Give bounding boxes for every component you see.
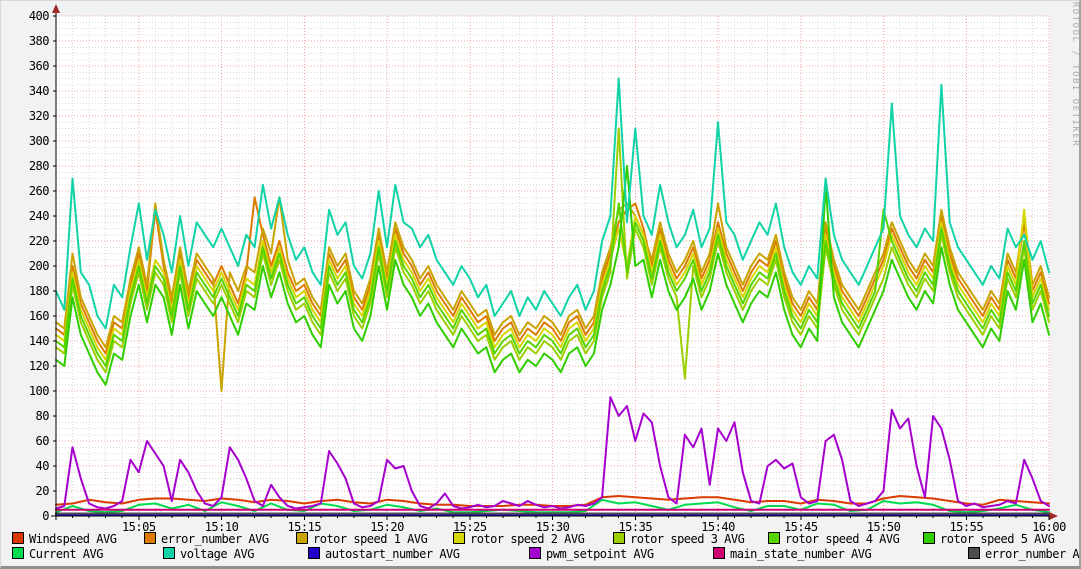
legend-label: error_number AVG [985, 547, 1080, 561]
legend-label: autostart_number AVG [325, 547, 460, 561]
y-axis-label: 260 [29, 184, 49, 198]
legend-item: rotor speed 4 AVG [768, 532, 900, 546]
legend-item: error_number AVG [144, 532, 269, 546]
y-axis-label: 180 [29, 284, 49, 298]
y-axis-label: 320 [29, 109, 49, 123]
legend-label: rotor speed 2 AVG [470, 532, 585, 546]
y-axis-label: 120 [29, 359, 49, 373]
legend-label: error_number AVG [161, 532, 269, 546]
legend-item: rotor speed 3 AVG [613, 532, 745, 546]
legend-item: Windspeed AVG [12, 532, 117, 546]
series-current [55, 498, 1050, 514]
legend-swatch [163, 547, 175, 559]
x-axis-arrow [1049, 512, 1058, 520]
y-axis-label: 240 [29, 209, 49, 223]
y-axis-label: 360 [29, 59, 49, 73]
legend-item: main_state_number AVG [713, 547, 872, 561]
legend-swatch [713, 547, 725, 559]
y-axis-label: 80 [36, 409, 50, 423]
legend-label: rotor speed 4 AVG [785, 532, 900, 546]
x-axis-label: 15:30 [536, 520, 570, 534]
legend-label: rotor speed 3 AVG [630, 532, 745, 546]
y-axis-label: 140 [29, 334, 49, 348]
x-axis-label: 15:10 [205, 520, 239, 534]
x-axis-label: 15:05 [122, 520, 156, 534]
x-axis-label: 15:55 [949, 520, 983, 534]
y-axis-label: 40 [36, 459, 50, 473]
y-axis-label: 340 [29, 84, 49, 98]
y-axis-arrow [52, 4, 60, 13]
legend-swatch [296, 532, 308, 544]
x-axis-label: 15:35 [618, 520, 652, 534]
legend-label: rotor speed 1 AVG [313, 532, 428, 546]
legend-item: pwm_setpoint AVG [529, 547, 654, 561]
y-axis-label: 400 [29, 9, 49, 23]
legend-label: voltage AVG [180, 547, 254, 561]
series-rotor-speed-5 [55, 165, 1050, 386]
x-axis-label: 16:00 [1032, 520, 1066, 534]
legend-swatch [613, 532, 625, 544]
series-rotor-speed-2 [55, 208, 1050, 361]
x-axis-label: 15:15 [287, 520, 321, 534]
legend-label: rotor speed 5 AVG [940, 532, 1055, 546]
legend-item: rotor speed 1 AVG [296, 532, 428, 546]
y-axis-label: 60 [36, 434, 50, 448]
series-error-number [55, 196, 1050, 355]
legend-swatch [12, 532, 24, 544]
legend-swatch [923, 532, 935, 544]
legend-item: voltage AVG [163, 547, 254, 561]
y-axis-label: 100 [29, 384, 49, 398]
legend-item: Current AVG [12, 547, 103, 561]
y-axis-label: 220 [29, 234, 49, 248]
legend-label: pwm_setpoint AVG [546, 547, 654, 561]
legend-swatch [529, 547, 541, 559]
y-axis-label: 160 [29, 309, 49, 323]
x-axis-labels: 15:05 15:10 15:15 15:20 15:25 15:30 15:35 15:40… [122, 520, 1067, 534]
series-pwm-setpoint [55, 396, 1050, 510]
series-rotor-speed-3 [55, 127, 1050, 380]
y-axis-label: 300 [29, 134, 49, 148]
legend-label: main_state_number AVG [730, 547, 872, 561]
legend-label: Windspeed AVG [29, 532, 117, 546]
legend-item: rotor speed 2 AVG [453, 532, 585, 546]
legend-swatch [144, 532, 156, 544]
legend-swatch [968, 547, 980, 559]
y-axis-label: 0 [42, 509, 49, 523]
y-axis-label: 200 [29, 259, 49, 273]
y-axis-label: 380 [29, 34, 49, 48]
x-axis-label: 15:20 [370, 520, 404, 534]
y-axis-labels: 0 20 40 60 80 100 120 140 160 180 200 220 240 260 280 3… [29, 9, 50, 523]
y-axis-label: 280 [29, 159, 49, 173]
x-axis-label: 15:45 [784, 520, 818, 534]
legend-swatch [308, 547, 320, 559]
legend-swatch [453, 532, 465, 544]
series-rotor-speed-4 [55, 202, 1050, 367]
axis-ticks [53, 15, 1050, 520]
x-axis-label: 15:25 [453, 520, 487, 534]
legend-item: autostart_number AVG [308, 547, 460, 561]
series-voltage [55, 77, 1050, 330]
legend-item: rotor speed 5 AVG [923, 532, 1055, 546]
legend-item: error_number AVG [968, 547, 1080, 561]
y-axis-label: 20 [36, 484, 50, 498]
legend-swatch [12, 547, 24, 559]
legend-label: Current AVG [29, 547, 103, 561]
rrdtool-watermark: RRDTOOL / TOBI OETIKER [1070, 0, 1080, 148]
x-axis-label: 15:50 [867, 520, 901, 534]
legend: Windspeed AVG error_number AVG rotor speed… [1, 529, 1080, 566]
series-rotor-speed-1 [55, 196, 1050, 392]
x-axis-label: 15:40 [701, 520, 735, 534]
legend-swatch [768, 532, 780, 544]
